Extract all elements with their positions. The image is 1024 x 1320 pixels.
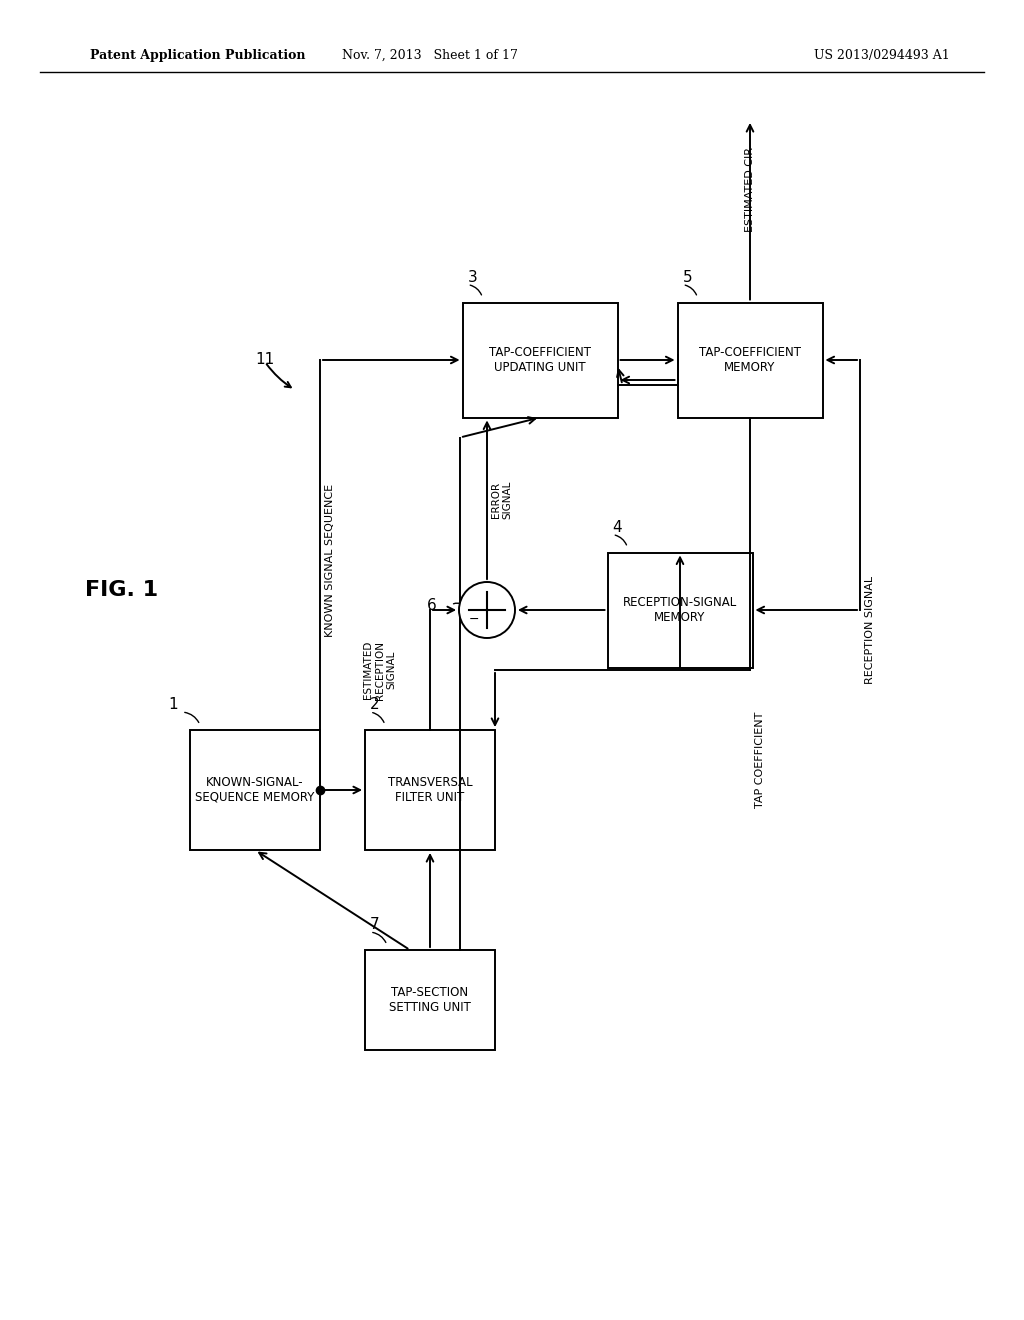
Text: Nov. 7, 2013   Sheet 1 of 17: Nov. 7, 2013 Sheet 1 of 17 [342, 49, 518, 62]
Text: TAP-COEFFICIENT
UPDATING UNIT: TAP-COEFFICIENT UPDATING UNIT [489, 346, 591, 374]
Text: 4: 4 [612, 520, 623, 535]
Text: TAP-SECTION
SETTING UNIT: TAP-SECTION SETTING UNIT [389, 986, 471, 1014]
Text: 1: 1 [168, 697, 177, 711]
Text: 11: 11 [255, 352, 274, 367]
Text: TAP COEFFICIENT: TAP COEFFICIENT [755, 711, 765, 808]
Text: ESTIMATED
RECEPTION
SIGNAL: ESTIMATED RECEPTION SIGNAL [364, 640, 396, 700]
Text: ERROR
SIGNAL: ERROR SIGNAL [492, 480, 513, 519]
Bar [607, 553, 753, 668]
Circle shape [459, 582, 515, 638]
Text: KNOWN-SIGNAL-
SEQUENCE MEMORY: KNOWN-SIGNAL- SEQUENCE MEMORY [196, 776, 314, 804]
Text: 2: 2 [370, 697, 380, 711]
Bar [190, 730, 319, 850]
Text: RECEPTION SIGNAL: RECEPTION SIGNAL [865, 576, 874, 684]
Bar [365, 730, 495, 850]
Bar [463, 302, 617, 417]
Text: 7: 7 [370, 917, 380, 932]
Text: 3: 3 [468, 269, 477, 285]
Text: TAP-COEFFICIENT
MEMORY: TAP-COEFFICIENT MEMORY [699, 346, 801, 374]
Text: ESTIMATED CIR: ESTIMATED CIR [745, 148, 755, 232]
Bar [365, 950, 495, 1049]
Text: KNOWN SIGNAL SEQUENCE: KNOWN SIGNAL SEQUENCE [325, 483, 335, 636]
Text: RECEPTION-SIGNAL
MEMORY: RECEPTION-SIGNAL MEMORY [623, 597, 737, 624]
Text: 5: 5 [683, 269, 692, 285]
Text: Patent Application Publication: Patent Application Publication [90, 49, 305, 62]
Text: −: − [469, 614, 479, 626]
Text: FIG. 1: FIG. 1 [85, 579, 158, 601]
Text: US 2013/0294493 A1: US 2013/0294493 A1 [814, 49, 950, 62]
Text: TRANSVERSAL
FILTER UNIT: TRANSVERSAL FILTER UNIT [388, 776, 472, 804]
Bar [678, 302, 822, 417]
Text: 6: 6 [427, 598, 437, 612]
